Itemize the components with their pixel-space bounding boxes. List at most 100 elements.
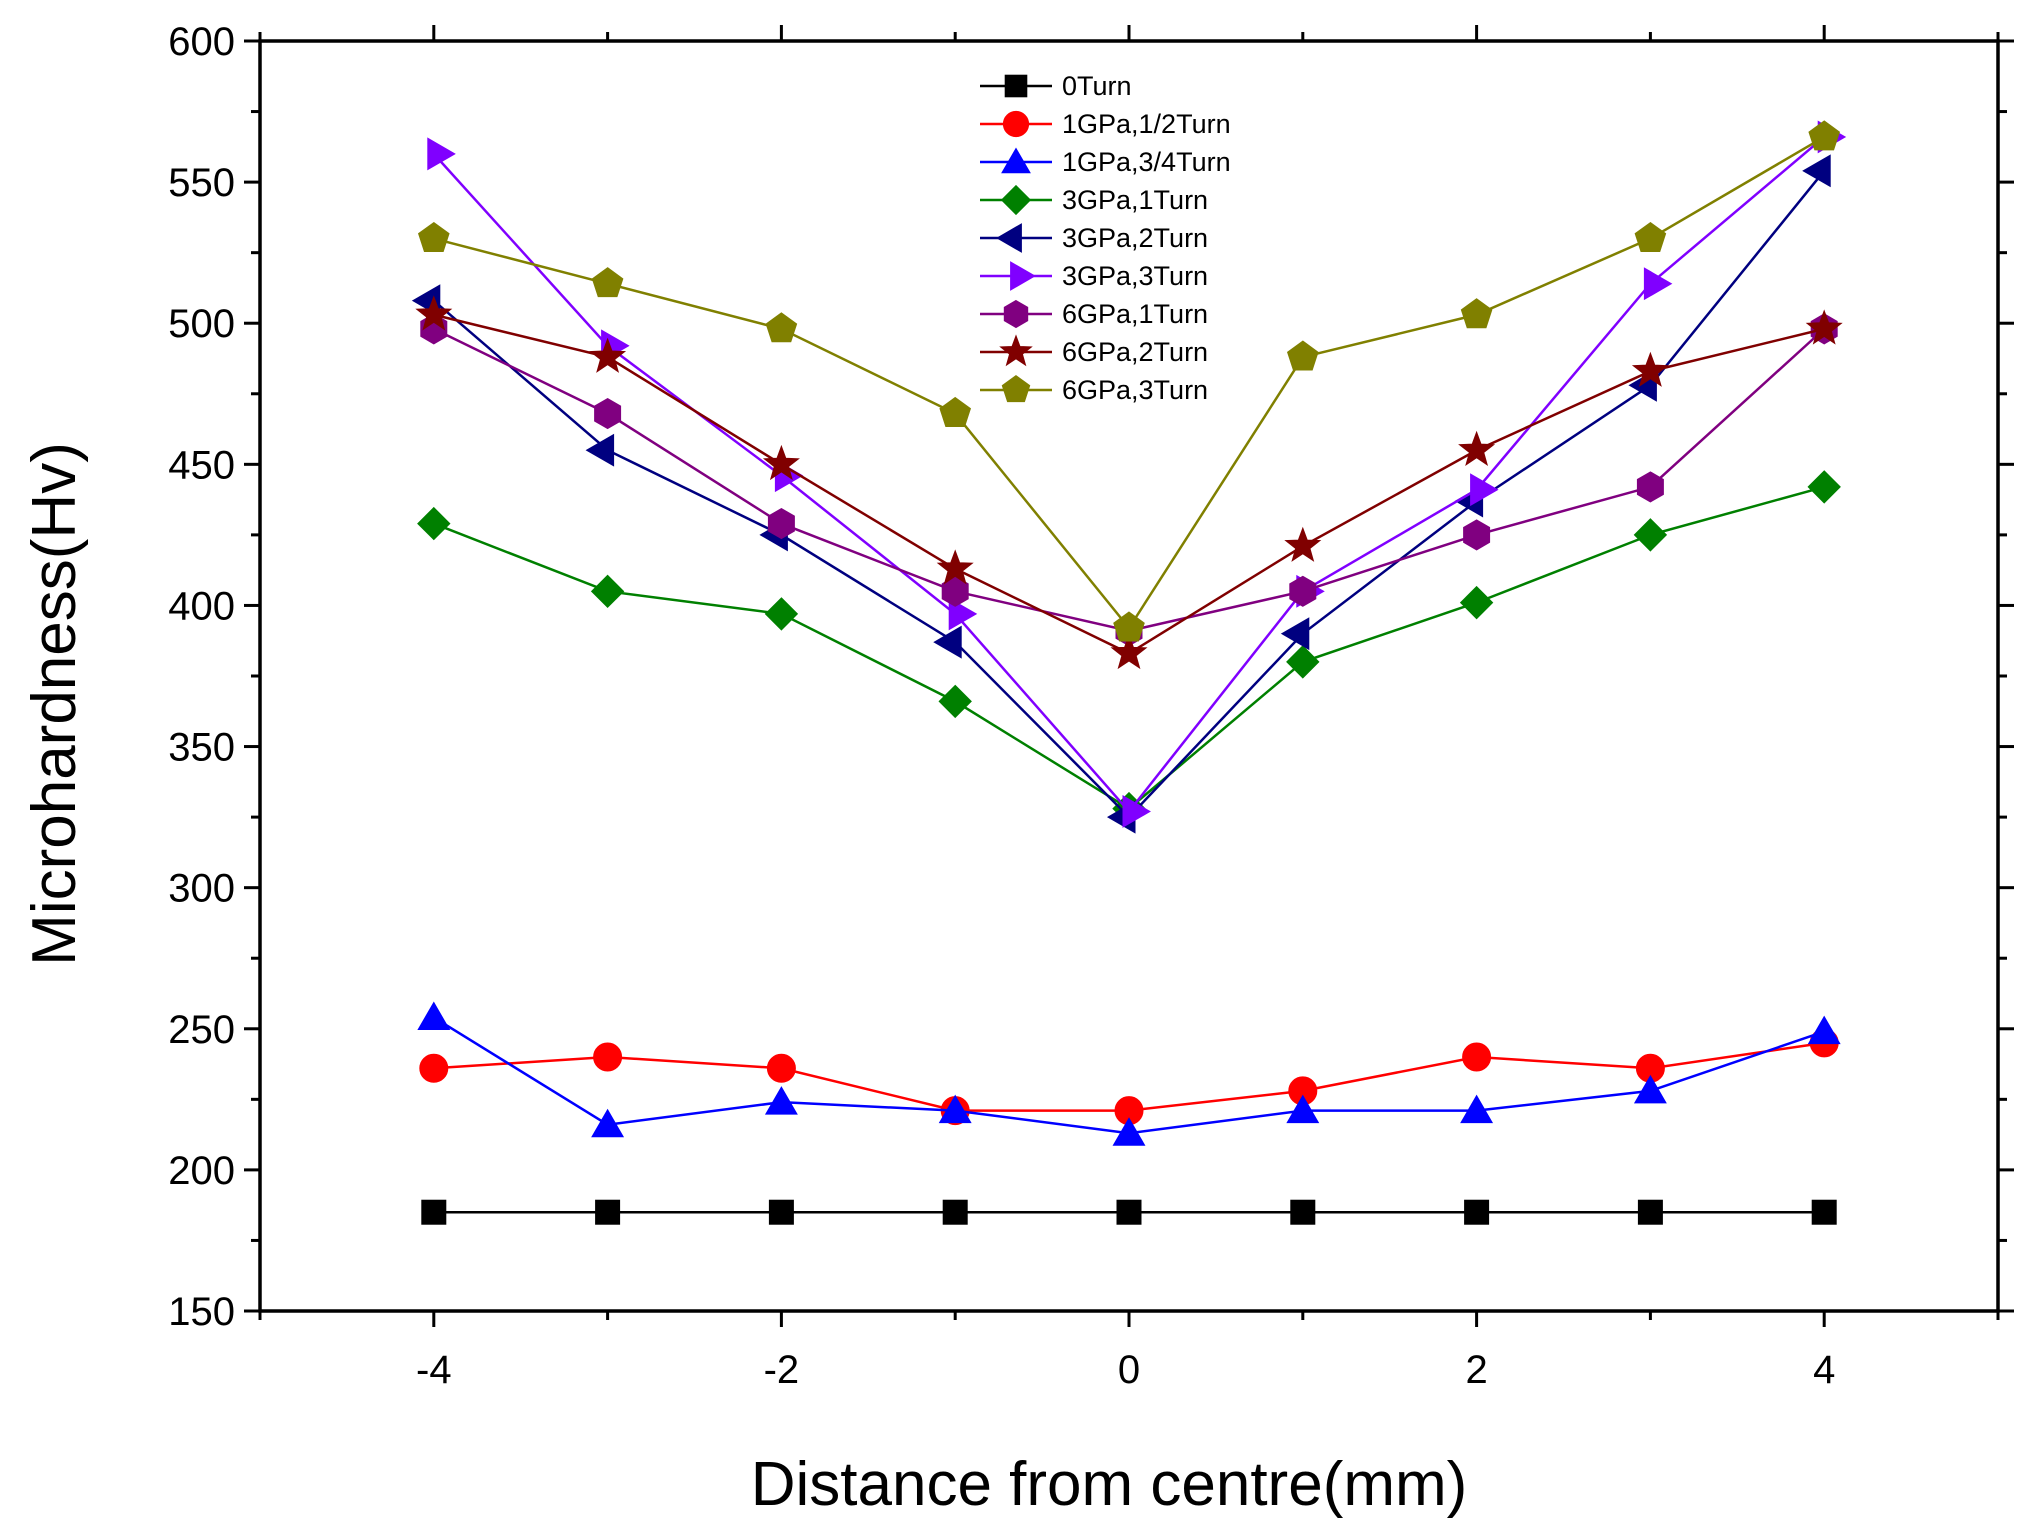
legend-item: 1GPa,3/4Turn — [980, 147, 1231, 177]
data-point — [419, 1053, 449, 1083]
y-tick-label: 500 — [168, 302, 235, 346]
legend-item: 0Turn — [980, 71, 1132, 101]
legend-item: 6GPa,2Turn — [980, 334, 1208, 367]
data-point — [417, 506, 451, 541]
data-point — [1462, 1042, 1492, 1072]
legend-label: 0Turn — [1062, 71, 1132, 101]
data-point — [1463, 519, 1491, 551]
data-point — [1464, 1199, 1490, 1225]
y-tick-label: 200 — [168, 1149, 235, 1193]
y-tick-label: 300 — [168, 867, 235, 911]
data-point — [1808, 120, 1841, 151]
legend-label: 6GPa,2Turn — [1062, 337, 1208, 367]
data-point — [1112, 1117, 1146, 1146]
data-point — [1460, 298, 1493, 329]
data-point — [762, 444, 800, 481]
data-point — [1633, 518, 1668, 552]
y-tick-label: 350 — [168, 726, 235, 770]
data-point — [1284, 526, 1322, 562]
x-tick-label: 2 — [1465, 1348, 1487, 1392]
data-point — [593, 1042, 623, 1072]
data-point — [427, 137, 456, 171]
y-tick-label: 550 — [168, 161, 235, 205]
legend-label: 6GPa,1Turn — [1062, 299, 1208, 329]
y-tick-label: 400 — [168, 584, 235, 628]
series-6GPa,2Turn — [415, 295, 1843, 670]
x-tick-label: 0 — [1118, 1348, 1140, 1392]
y-tick-label: 250 — [168, 1008, 235, 1052]
legend-label: 3GPa,1Turn — [1062, 185, 1208, 215]
x-tick-label: -4 — [416, 1348, 452, 1392]
legend-item: 3GPa,1Turn — [980, 184, 1208, 216]
data-point — [1289, 575, 1317, 607]
legend-marker — [1010, 261, 1036, 291]
legend-item: 3GPa,2Turn — [980, 223, 1208, 253]
data-point — [941, 575, 969, 607]
data-point — [1459, 585, 1494, 620]
data-point — [766, 1053, 796, 1083]
data-point — [591, 267, 624, 298]
legend-label: 3GPa,3Turn — [1062, 261, 1208, 291]
data-point — [1811, 1199, 1837, 1225]
data-point — [417, 1001, 451, 1030]
data-point — [1286, 645, 1320, 679]
legend-marker — [1002, 110, 1030, 138]
data-point — [1286, 340, 1319, 371]
data-point — [595, 1199, 621, 1225]
legend-marker — [1001, 147, 1031, 174]
series-layer — [411, 120, 1847, 1225]
data-point — [1290, 1199, 1316, 1225]
data-point — [417, 221, 450, 252]
data-point — [1807, 1015, 1841, 1045]
legend-marker — [996, 223, 1022, 253]
legend-marker — [1000, 184, 1032, 216]
x-tick-label: 4 — [1813, 1348, 1835, 1392]
y-tick-label: 600 — [168, 20, 235, 64]
data-point — [1122, 795, 1151, 828]
legend-label: 1GPa,1/2Turn — [1062, 109, 1231, 139]
legend-item: 6GPa,1Turn — [980, 299, 1208, 329]
data-point — [1470, 473, 1499, 507]
series-0Turn — [421, 1199, 1837, 1225]
data-point — [1634, 221, 1667, 252]
legend-marker — [1001, 374, 1031, 403]
legend-item: 6GPa,3Turn — [980, 374, 1208, 405]
series-1GPa,3/4Turn — [417, 1001, 1841, 1146]
data-point — [764, 597, 799, 631]
legend-marker — [1004, 74, 1028, 98]
legend-label: 3GPa,2Turn — [1062, 223, 1208, 253]
data-point — [1636, 471, 1664, 503]
x-tick-label: -2 — [764, 1348, 800, 1392]
data-point — [1113, 611, 1145, 642]
y-tick-label: 150 — [168, 1290, 235, 1334]
data-point — [939, 396, 972, 427]
data-point — [1460, 1094, 1494, 1124]
data-point — [1633, 1074, 1667, 1104]
y-tick-label: 450 — [168, 443, 235, 487]
data-point — [1458, 430, 1496, 466]
data-point — [933, 625, 962, 659]
data-point — [590, 574, 625, 609]
data-point — [1116, 1199, 1142, 1225]
data-point — [942, 1199, 968, 1225]
x-axis-title: Distance from centre(mm) — [751, 1450, 1468, 1519]
data-point — [1280, 617, 1310, 651]
data-point — [585, 433, 615, 467]
data-point — [1643, 267, 1673, 301]
data-point — [936, 549, 974, 585]
data-point — [765, 312, 798, 343]
data-point — [1286, 1094, 1320, 1124]
data-point — [421, 1199, 447, 1225]
data-point — [1807, 470, 1841, 504]
data-point — [591, 1108, 625, 1138]
data-point — [768, 1199, 794, 1225]
data-point — [1110, 633, 1148, 670]
data-point — [1805, 309, 1843, 345]
data-point — [938, 1094, 972, 1124]
series-6GPa,3Turn — [417, 120, 1841, 642]
data-point — [764, 1086, 798, 1115]
legend-marker — [1003, 299, 1029, 329]
data-point — [767, 508, 795, 540]
legend-marker — [999, 334, 1033, 367]
